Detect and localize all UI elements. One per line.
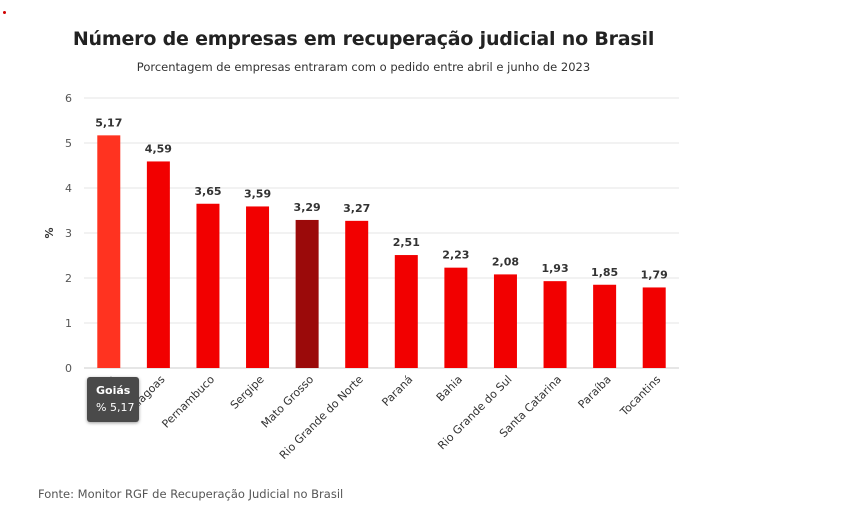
bar-value-label: 1,93: [541, 262, 568, 275]
chart-title: Número de empresas em recuperação judici…: [72, 28, 655, 50]
category-label: Sergipe: [228, 373, 267, 412]
bar-5[interactable]: [345, 220, 369, 368]
bars: [97, 135, 666, 368]
tooltip-value: % 5,17: [96, 401, 135, 414]
bar-value-label: 5,17: [95, 116, 122, 129]
bar-value-label: 2,23: [442, 249, 469, 262]
y-tick-label: 6: [65, 92, 72, 105]
category-label: Rio Grande do Norte: [277, 373, 366, 462]
category-label: Paraíba: [576, 373, 614, 411]
tooltip-category: Goiás: [96, 384, 131, 397]
y-tick-label: 3: [65, 227, 72, 240]
category-label: Pernambuco: [159, 373, 217, 431]
bar-0[interactable]: [97, 135, 121, 368]
bar-7[interactable]: [444, 267, 468, 368]
bar-tooltip: Goiás % 5,17: [87, 377, 139, 422]
bar-value-label: 2,51: [393, 236, 420, 249]
value-labels: 5,17 4,59 3,65 3,59 3,29 3,27 2,51 2,23 2,08 1,93…: [95, 116, 668, 281]
bar-3[interactable]: [246, 206, 270, 368]
category-label: Paraná: [379, 373, 415, 409]
bar-2[interactable]: [196, 203, 220, 368]
bar-value-label: 3,59: [244, 187, 271, 200]
chart-subtitle: Porcentagem de empresas entraram com o p…: [136, 60, 591, 74]
corner-dot: [3, 11, 6, 14]
bar-chart: 0 1 2 3 4 5 6 5,17 4,59 3,65 3,59 3,29 3,27 2,51 2,23…: [43, 92, 679, 462]
bar-value-label: 3,65: [194, 185, 221, 198]
bar-10[interactable]: [593, 284, 617, 368]
y-tick-label: 0: [65, 362, 72, 375]
source-note: Fonte: Monitor RGF de Recuperação Judici…: [38, 487, 344, 501]
grid-lines: [84, 97, 679, 369]
bar-9[interactable]: [543, 281, 567, 368]
y-tick-label: 4: [65, 182, 72, 195]
bar-value-label: 2,08: [492, 255, 519, 268]
bar-11[interactable]: [642, 287, 666, 368]
y-tick-label: 1: [65, 317, 72, 330]
category-labels: GoiásAlagoasPernambucoSergipeMato Grosso…: [87, 373, 664, 462]
y-axis-label: %: [43, 227, 56, 238]
y-axis-ticks: 0 1 2 3 4 5 6: [65, 92, 72, 375]
bar-1[interactable]: [146, 161, 170, 368]
y-tick-label: 2: [65, 272, 72, 285]
bar-value-label: 4,59: [145, 142, 172, 155]
bar-value-label: 1,79: [641, 268, 668, 281]
bar-4[interactable]: [295, 219, 319, 368]
bar-6[interactable]: [394, 255, 418, 368]
category-label: Bahia: [434, 373, 465, 404]
bar-8[interactable]: [493, 274, 517, 368]
bar-value-label: 3,29: [294, 201, 321, 214]
bar-value-label: 3,27: [343, 202, 370, 215]
y-tick-label: 5: [65, 137, 72, 150]
category-label: Tocantins: [617, 373, 663, 419]
bar-value-label: 1,85: [591, 266, 618, 279]
